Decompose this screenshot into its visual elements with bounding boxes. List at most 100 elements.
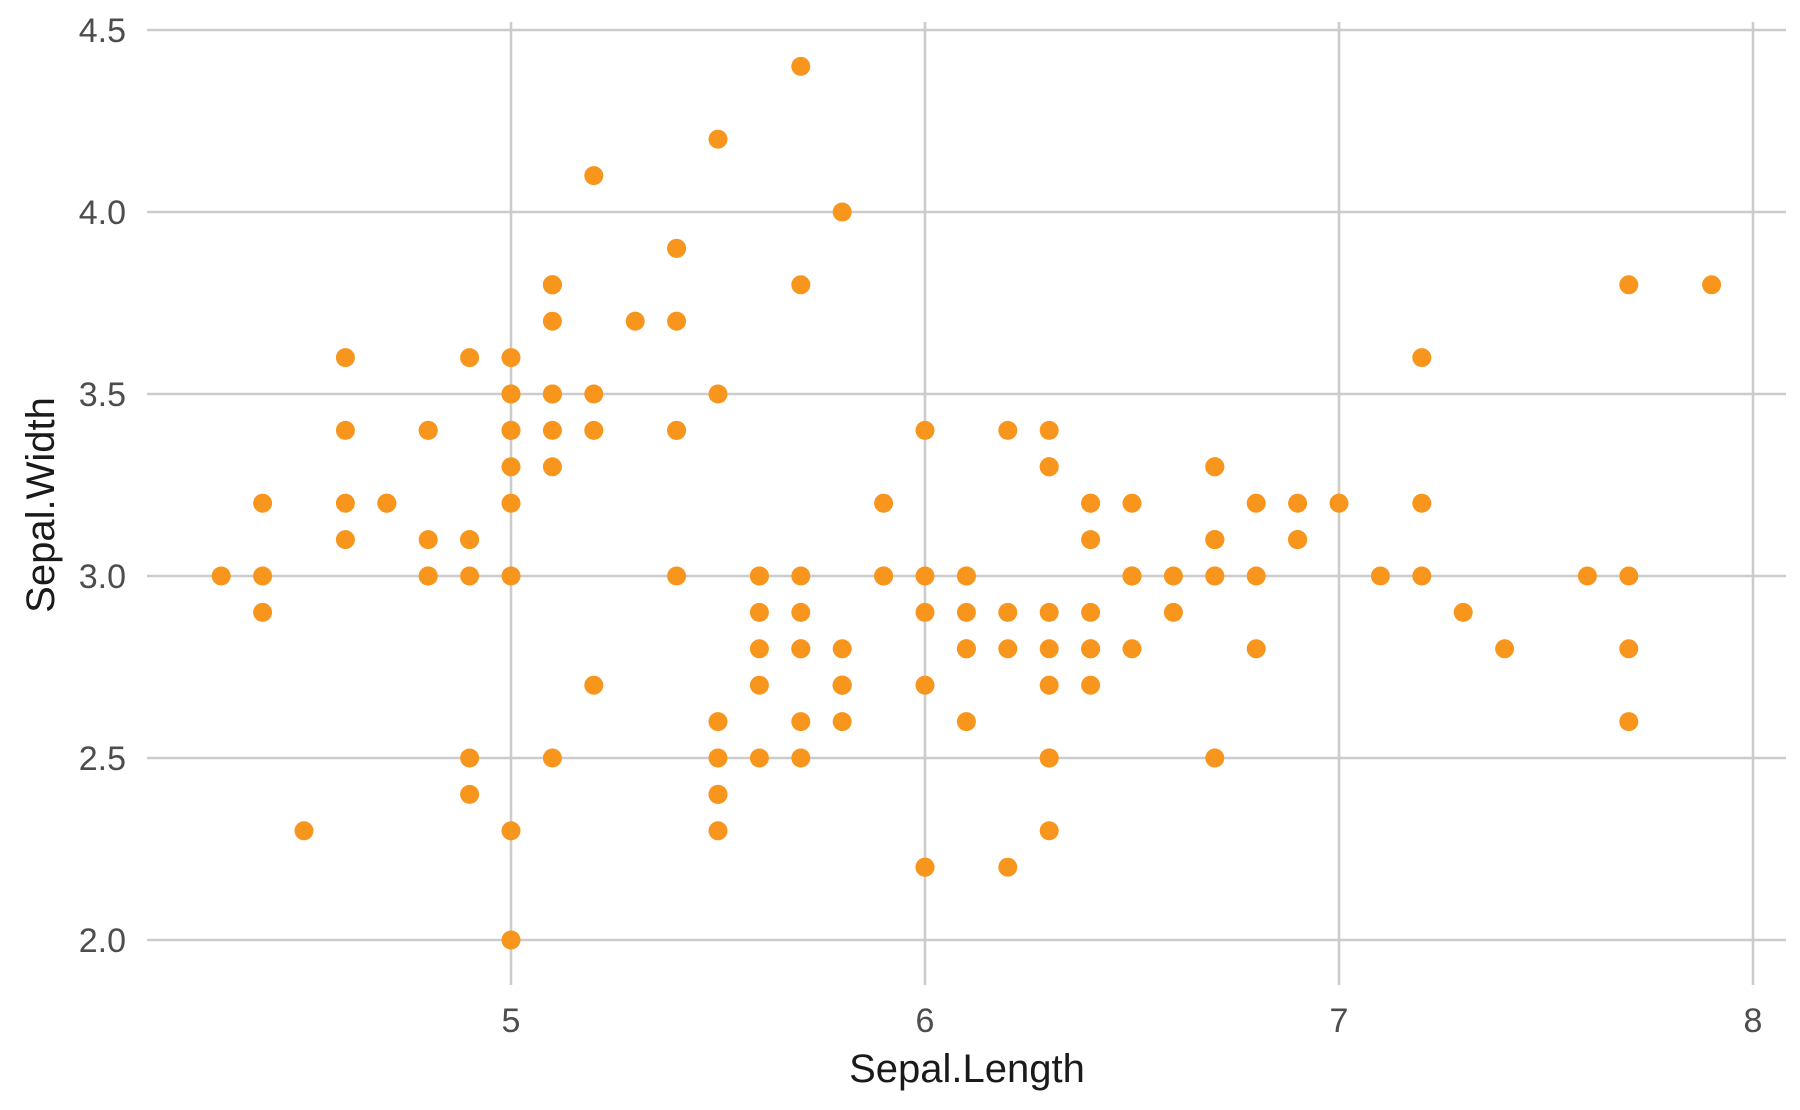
x-axis-title: Sepal.Length [849, 1047, 1085, 1091]
data-point [956, 602, 976, 622]
data-point [998, 420, 1018, 440]
data-point [1039, 639, 1059, 659]
data-point [749, 675, 769, 695]
data-point [998, 639, 1018, 659]
x-tick-label: 8 [1744, 1002, 1763, 1040]
data-point [791, 748, 811, 768]
data-point [708, 784, 728, 804]
data-point [1495, 639, 1515, 659]
x-tick-label: 7 [1330, 1002, 1349, 1040]
data-point [832, 639, 852, 659]
data-point [915, 602, 935, 622]
data-point [1039, 457, 1059, 477]
data-point [1039, 821, 1059, 841]
data-point [418, 420, 438, 440]
data-point [708, 384, 728, 404]
data-points [211, 56, 1722, 950]
data-point [501, 420, 521, 440]
data-point [1288, 493, 1308, 513]
data-point [460, 566, 480, 586]
data-point [542, 311, 562, 331]
data-point [460, 530, 480, 550]
data-point [1039, 675, 1059, 695]
data-point [542, 384, 562, 404]
data-point [1122, 639, 1142, 659]
data-point [584, 384, 604, 404]
data-point [1205, 566, 1225, 586]
y-tick-label: 2.0 [79, 922, 126, 960]
data-point [708, 821, 728, 841]
data-point [915, 675, 935, 695]
data-point [749, 639, 769, 659]
data-point [667, 420, 687, 440]
data-point [1205, 530, 1225, 550]
data-point [791, 566, 811, 586]
data-point [501, 566, 521, 586]
data-point [211, 566, 231, 586]
data-point [1205, 457, 1225, 477]
data-point [1619, 566, 1639, 586]
data-point [1246, 493, 1266, 513]
data-point [667, 238, 687, 258]
data-point [749, 748, 769, 768]
data-point [501, 348, 521, 368]
data-point [1122, 566, 1142, 586]
data-point [460, 748, 480, 768]
data-point [791, 602, 811, 622]
data-point [542, 748, 562, 768]
data-point [874, 493, 894, 513]
data-point [1081, 493, 1101, 513]
data-point [418, 566, 438, 586]
data-point [832, 712, 852, 732]
data-point [1412, 566, 1432, 586]
data-point [915, 857, 935, 877]
data-point [1412, 348, 1432, 368]
data-point [1122, 493, 1142, 513]
y-axis-title: Sepal.Width [19, 397, 63, 613]
data-point [1246, 566, 1266, 586]
data-point [253, 566, 273, 586]
data-point [1081, 602, 1101, 622]
data-point [667, 566, 687, 586]
data-point [791, 275, 811, 295]
y-axis-ticks: 2.0 2.5 3.0 3.5 4.0 4.5 [79, 12, 126, 960]
data-point [1619, 639, 1639, 659]
data-point [708, 748, 728, 768]
data-point [1619, 275, 1639, 295]
y-tick-label: 3.0 [79, 558, 126, 596]
data-point [625, 311, 645, 331]
data-point [1702, 275, 1722, 295]
data-point [915, 566, 935, 586]
data-point [791, 712, 811, 732]
data-point [667, 311, 687, 331]
data-point [956, 639, 976, 659]
data-point [1619, 712, 1639, 732]
data-point [874, 566, 894, 586]
data-point [501, 493, 521, 513]
data-point [253, 602, 273, 622]
y-tick-label: 2.5 [79, 740, 126, 778]
data-point [832, 675, 852, 695]
x-axis-ticks: 5 6 7 8 [502, 1002, 1763, 1040]
data-point [542, 420, 562, 440]
data-point [542, 275, 562, 295]
data-point [418, 530, 438, 550]
data-point [1453, 602, 1473, 622]
data-point [335, 530, 355, 550]
data-point [542, 457, 562, 477]
data-point [1039, 602, 1059, 622]
data-point [1412, 493, 1432, 513]
y-tick-label: 4.0 [79, 194, 126, 232]
y-tick-label: 4.5 [79, 12, 126, 50]
data-point [956, 712, 976, 732]
data-point [501, 457, 521, 477]
data-point [1081, 530, 1101, 550]
data-point [1288, 530, 1308, 550]
data-point [335, 348, 355, 368]
data-point [915, 420, 935, 440]
data-point [1039, 748, 1059, 768]
data-point [377, 493, 397, 513]
data-point [1329, 493, 1349, 513]
data-point [749, 566, 769, 586]
data-point [253, 493, 273, 513]
